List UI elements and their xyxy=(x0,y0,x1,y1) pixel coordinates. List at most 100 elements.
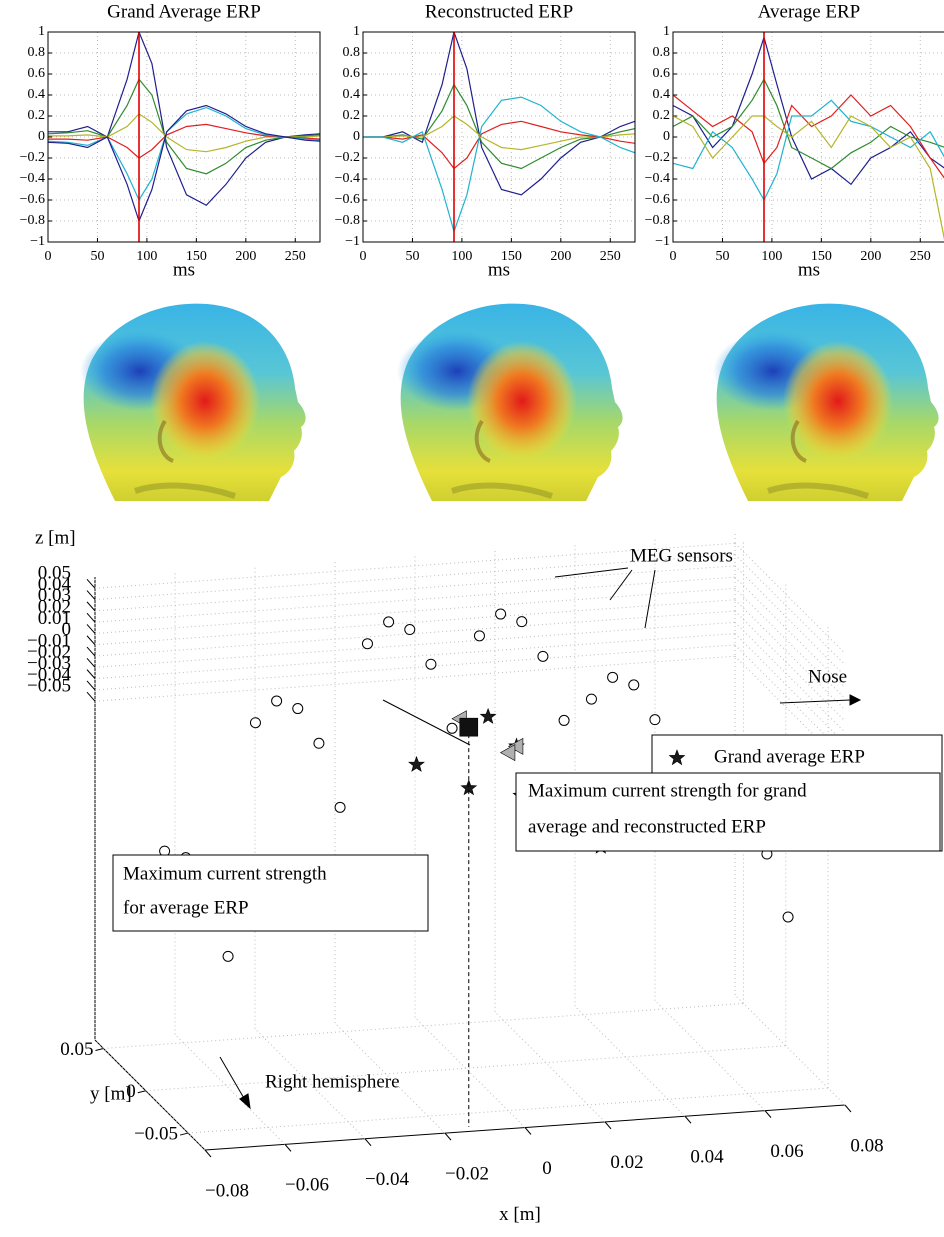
y-tick-label: 0 xyxy=(353,129,360,144)
tick-mark xyxy=(285,1144,291,1151)
y-tick-label: −0.6 xyxy=(645,192,670,207)
tick-mark xyxy=(87,579,95,588)
x-tick-label: −0.02 xyxy=(445,1163,489,1184)
tick-mark xyxy=(87,591,95,600)
x-tick-label: 250 xyxy=(910,249,931,264)
sensor xyxy=(250,718,260,728)
x-tick-label: 250 xyxy=(600,249,621,264)
grid-line xyxy=(735,555,845,665)
x-tick-label: 50 xyxy=(715,249,729,264)
head-grand-average xyxy=(80,304,306,501)
tick-mark xyxy=(180,1133,188,1135)
y-tick-label: −0.4 xyxy=(335,171,360,186)
erp-line xyxy=(363,85,635,169)
source-marker xyxy=(409,757,424,772)
line-panel: Reconstructed ERP10.80.60.40.20−0.2−0.4−… xyxy=(335,1,635,280)
tick-mark xyxy=(87,613,95,622)
y-tick-label: −1 xyxy=(655,234,670,249)
legend-label: Grand average ERP xyxy=(714,746,865,767)
line-panel: Grand Average ERP10.80.60.40.20−0.2−0.4−… xyxy=(20,1,320,280)
y-tick-label: 0.6 xyxy=(653,66,671,81)
grid-line xyxy=(95,577,735,622)
y-tick-label: −0.8 xyxy=(20,213,45,228)
x-tick-label: 0 xyxy=(360,249,367,264)
erp-line xyxy=(48,114,320,152)
page-body: −0.08−0.06−0.04−0.0200.020.040.060.08−0.… xyxy=(0,0,944,1237)
x-tick-label: 50 xyxy=(90,249,104,264)
annotation: MEG sensors xyxy=(630,545,733,566)
y-tick-label: −0.2 xyxy=(335,150,360,165)
x-tick-label: 0.02 xyxy=(610,1152,643,1173)
erp-line xyxy=(673,100,944,200)
grid-line xyxy=(495,1012,605,1122)
y-axis-label: y [m] xyxy=(90,1083,132,1104)
tick-mark xyxy=(87,624,95,633)
x-tick-label: 50 xyxy=(405,249,419,264)
sensor xyxy=(608,672,618,682)
x-tick-label: −0.06 xyxy=(285,1175,329,1196)
x-tick-label: 0 xyxy=(542,1158,552,1179)
tick-mark xyxy=(765,1111,771,1118)
y-tick-label: −0.05 xyxy=(134,1123,178,1144)
x-axis-label: ms xyxy=(173,259,195,280)
y-tick-label: 0.4 xyxy=(28,87,46,102)
z-axis-label: z [m] xyxy=(35,527,76,548)
grid-line xyxy=(655,1001,765,1111)
tick-mark xyxy=(525,1128,531,1135)
panel-title: Reconstructed ERP xyxy=(425,1,573,22)
y-tick-label: 0 xyxy=(663,129,670,144)
tick-mark xyxy=(365,1139,371,1146)
tick-mark xyxy=(605,1122,611,1129)
erp-line xyxy=(673,37,944,184)
x-tick-label: 0 xyxy=(670,249,677,264)
tick-mark xyxy=(87,692,95,701)
grid-line xyxy=(575,1006,685,1116)
sensor xyxy=(426,659,436,669)
y-tick-label: −1 xyxy=(30,234,45,249)
source-marker xyxy=(481,709,496,724)
grid-line xyxy=(735,600,845,710)
erp-line xyxy=(363,32,635,195)
grid-line xyxy=(735,543,845,653)
sensor xyxy=(447,723,457,733)
grid-line xyxy=(735,634,845,744)
y-tick-label: 0 xyxy=(38,129,45,144)
x-tick-label: 250 xyxy=(285,249,306,264)
sensor xyxy=(314,738,324,748)
x-tick-label: 200 xyxy=(550,249,571,264)
y-tick-label: 0.6 xyxy=(343,66,361,81)
sensor xyxy=(496,609,506,619)
y-tick-label: −0.2 xyxy=(645,150,670,165)
x-tick-label: 100 xyxy=(761,249,782,264)
grid-line xyxy=(188,1088,828,1133)
grid-line xyxy=(95,634,735,679)
erp-line xyxy=(48,106,320,222)
y-tick-label: 0.4 xyxy=(343,87,361,102)
y-tick-label: −0.6 xyxy=(20,192,45,207)
x-tick-label: 0 xyxy=(45,249,52,264)
sensor xyxy=(384,617,394,627)
grid-line xyxy=(415,1018,525,1128)
tick-mark xyxy=(87,602,95,611)
sensor xyxy=(517,617,527,627)
sensor xyxy=(272,696,282,706)
z-tick-label: −0.05 xyxy=(27,676,71,697)
x-axis-label: ms xyxy=(488,259,510,280)
tick-mark xyxy=(205,1150,211,1157)
x-tick-label: −0.08 xyxy=(205,1180,249,1201)
sensor xyxy=(405,625,415,635)
source-marker xyxy=(501,745,515,761)
sensor xyxy=(293,704,303,714)
y-tick-label: 0.4 xyxy=(653,87,671,102)
annotation: Maximum current strength xyxy=(123,863,327,884)
figure: −0.08−0.06−0.04−0.0200.020.040.060.08−0.… xyxy=(0,0,944,1237)
source-marker xyxy=(460,718,478,736)
tick-mark xyxy=(138,1091,146,1093)
series-group xyxy=(363,32,635,232)
x-tick-label: 200 xyxy=(860,249,881,264)
erp-line xyxy=(48,124,320,158)
sensor xyxy=(559,715,569,725)
x-tick-label: 100 xyxy=(136,249,157,264)
y-tick-label: 0.2 xyxy=(343,108,361,123)
y-tick-label: 1 xyxy=(663,24,670,39)
